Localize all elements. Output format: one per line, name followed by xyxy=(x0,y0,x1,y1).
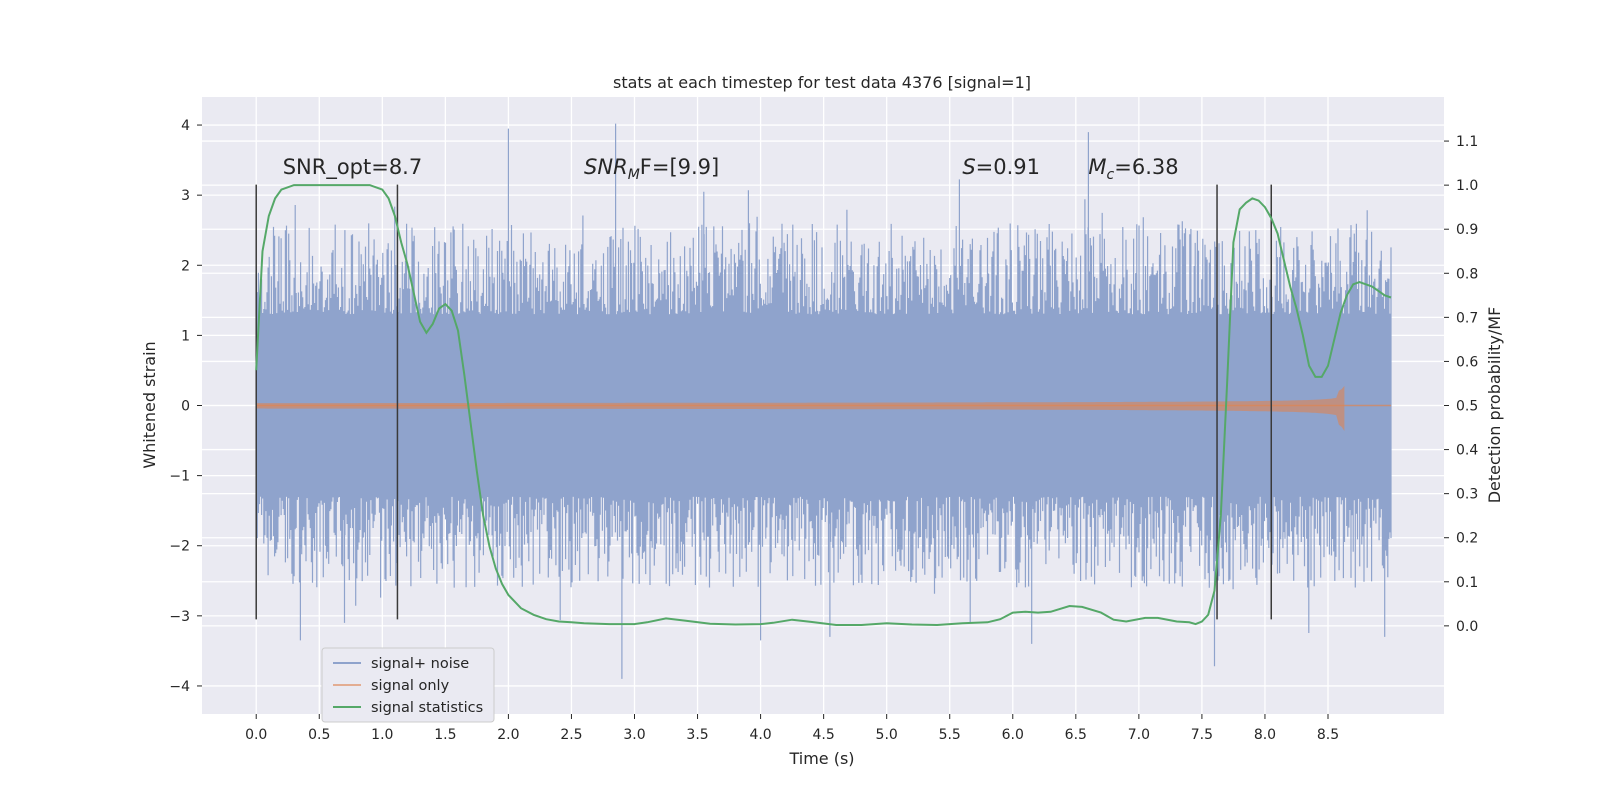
x-tick-label: 3.0 xyxy=(623,727,645,743)
y-left-tick-label: 4 xyxy=(181,118,190,134)
chart-title: stats at each timestep for test data 437… xyxy=(613,73,1031,92)
x-tick-label: 4.0 xyxy=(749,727,771,743)
y-left-tick-label: −1 xyxy=(169,469,190,485)
statistics-line xyxy=(255,184,1392,627)
signal-only-series xyxy=(256,342,1392,483)
y-left-tick-label: −3 xyxy=(169,609,190,625)
x-axis-ticks: 0.0 0.5 1.0 1.5 2.0 2.5 3.0 3.5 4.0 4.5 5.0 5.5 6.0 6… xyxy=(245,714,1339,743)
y-left-tick-label: 0 xyxy=(181,399,190,415)
x-tick-label: 5.5 xyxy=(939,727,961,743)
annotation-2: S=0.91 xyxy=(962,155,1040,179)
y-right-tick-label: 1.1 xyxy=(1456,134,1478,150)
x-tick-label: 2.5 xyxy=(560,727,582,743)
x-tick-label: 8.0 xyxy=(1254,727,1276,743)
legend: signal+ noise signal only signal statist… xyxy=(321,647,495,723)
vertical-markers xyxy=(255,184,1273,620)
x-tick-label: 8.5 xyxy=(1317,727,1339,743)
y-right-axis-label: Detection probability/MF xyxy=(1485,307,1504,504)
y-right-tick-label: 0.6 xyxy=(1456,354,1478,370)
y-right-tick-label: 0.9 xyxy=(1456,222,1478,238)
y-right-tick-label: 0.0 xyxy=(1456,619,1478,635)
x-axis-label: Time (s) xyxy=(788,749,854,768)
y-right-tick-label: 0.1 xyxy=(1456,575,1478,591)
y-right-tick-label: 0.7 xyxy=(1456,310,1478,326)
y-right-tick-label: 0.2 xyxy=(1456,531,1478,547)
legend-label-signal-noise: signal+ noise xyxy=(371,656,469,672)
y-right-tick-label: 0.5 xyxy=(1456,399,1478,415)
y-left-axis-ticks: 4 3 2 1 0 −1 −2 −3 −4 xyxy=(169,118,202,695)
annotation-3: Mc=6.38 xyxy=(1088,155,1178,183)
legend-label-signal-statistics: signal statistics xyxy=(371,700,483,716)
x-tick-label: 7.5 xyxy=(1191,727,1213,743)
x-tick-label: 0.0 xyxy=(245,727,267,743)
annotation-1: SNRMF=[9.9] xyxy=(584,155,719,183)
y-left-tick-label: −4 xyxy=(169,679,190,695)
signal-statistics-series xyxy=(255,184,1392,627)
y-left-tick-label: 1 xyxy=(181,328,190,344)
x-tick-label: 7.0 xyxy=(1128,727,1150,743)
x-tick-label: 6.0 xyxy=(1002,727,1024,743)
x-tick-label: 1.0 xyxy=(371,727,393,743)
annotations: SNR_opt=8.7 SNRMF=[9.9] S=0.91 Mc=6.38 xyxy=(283,155,1179,183)
y-left-tick-label: 3 xyxy=(181,188,190,204)
x-tick-label: 6.5 xyxy=(1065,727,1087,743)
x-tick-label: 1.5 xyxy=(434,727,456,743)
x-tick-label: 2.0 xyxy=(497,727,519,743)
y-right-tick-label: 0.8 xyxy=(1456,266,1478,282)
y-right-axis-ticks: 1.1 1.0 0.9 0.8 0.7 0.6 0.5 0.4 0.3 0.2 0.1 0.0 xyxy=(1444,134,1478,635)
y-right-tick-label: 0.3 xyxy=(1456,487,1478,503)
x-tick-label: 3.5 xyxy=(686,727,708,743)
x-tick-label: 0.5 xyxy=(308,727,330,743)
x-tick-label: 5.0 xyxy=(876,727,898,743)
legend-box xyxy=(321,647,495,723)
y-right-tick-label: 0.4 xyxy=(1456,443,1478,459)
annotation-0: SNR_opt=8.7 xyxy=(283,155,423,180)
legend-label-signal-only: signal only xyxy=(371,678,450,694)
y-right-tick-label: 1.0 xyxy=(1456,178,1478,194)
y-left-tick-label: −2 xyxy=(169,539,190,555)
y-left-axis-label: Whitened strain xyxy=(140,341,159,468)
x-tick-label: 4.5 xyxy=(812,727,834,743)
y-left-tick-label: 2 xyxy=(181,258,190,274)
